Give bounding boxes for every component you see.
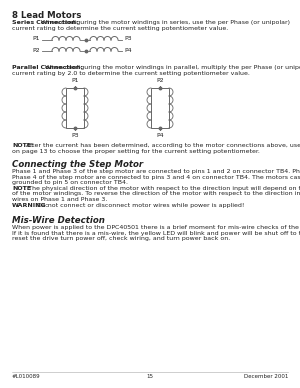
Text: 8 Lead Motors: 8 Lead Motors	[12, 11, 81, 20]
Text: Series Connection:: Series Connection:	[12, 20, 79, 25]
Text: WARNING:: WARNING:	[12, 203, 49, 208]
Text: When power is applied to the DPC40501 there is a brief moment for mis-wire check: When power is applied to the DPC40501 th…	[12, 225, 300, 230]
Text: Phase 1 and Phase 3 of the step motor are connected to pins 1 and 2 on connector: Phase 1 and Phase 3 of the step motor ar…	[12, 169, 300, 174]
Text: Do not connect or disconnect motor wires while power is applied!: Do not connect or disconnect motor wires…	[37, 203, 244, 208]
Text: P3: P3	[71, 133, 79, 138]
Text: P4: P4	[156, 133, 164, 138]
Text: : The physical direction of the motor with respect to the direction input will d: : The physical direction of the motor wi…	[24, 186, 300, 191]
Text: When configuring the motor windings in parallel, multiply the per Phase (or unip: When configuring the motor windings in p…	[45, 65, 300, 70]
Text: current rating to determine the current setting potentiometer value.: current rating to determine the current …	[12, 26, 228, 31]
Text: Parallel Connection:: Parallel Connection:	[12, 65, 83, 70]
Text: P2: P2	[156, 78, 164, 83]
Text: NOTE: NOTE	[12, 186, 31, 191]
Text: reset the drive turn power off, check wiring, and turn power back on.: reset the drive turn power off, check wi…	[12, 236, 230, 241]
Text: 15: 15	[146, 374, 154, 379]
Text: P1: P1	[71, 78, 79, 83]
Text: P1: P1	[32, 36, 40, 42]
Text: P2: P2	[32, 47, 40, 52]
Text: current rating by 2.0 to determine the current setting potentiometer value.: current rating by 2.0 to determine the c…	[12, 71, 250, 76]
Bar	[66, 88, 84, 128]
Text: Connecting the Step Motor: Connecting the Step Motor	[12, 160, 143, 169]
Text: December 2001: December 2001	[244, 374, 288, 379]
Text: on page 13 to choose the proper setting for the current setting potentiometer.: on page 13 to choose the proper setting …	[12, 149, 260, 154]
Text: wires on Phase 1 and Phase 3.: wires on Phase 1 and Phase 3.	[12, 197, 107, 202]
Text: P3: P3	[124, 36, 132, 42]
Text: NOTE:: NOTE:	[12, 143, 34, 148]
Text: When configuring the motor windings in series, use the per Phase (or unipolar): When configuring the motor windings in s…	[41, 20, 290, 25]
Text: After the current has been determined, according to the motor connections above,: After the current has been determined, a…	[26, 143, 300, 148]
Text: Phase 4 of the step motor are connected to pins 3 and 4 on connector TB4. The mo: Phase 4 of the step motor are connected …	[12, 175, 300, 180]
Text: of the motor windings. To reverse the direction of the motor with respect to the: of the motor windings. To reverse the di…	[12, 192, 300, 196]
Text: grounded to pin 5 on connector TB4.: grounded to pin 5 on connector TB4.	[12, 180, 128, 185]
Text: If it is found that there is a mis-wire, the yellow LED will blink and power wil: If it is found that there is a mis-wire,…	[12, 230, 300, 236]
Text: Mis-Wire Detection: Mis-Wire Detection	[12, 216, 105, 225]
Text: #L010089: #L010089	[12, 374, 40, 379]
Text: P4: P4	[124, 47, 132, 52]
Bar	[151, 88, 169, 128]
